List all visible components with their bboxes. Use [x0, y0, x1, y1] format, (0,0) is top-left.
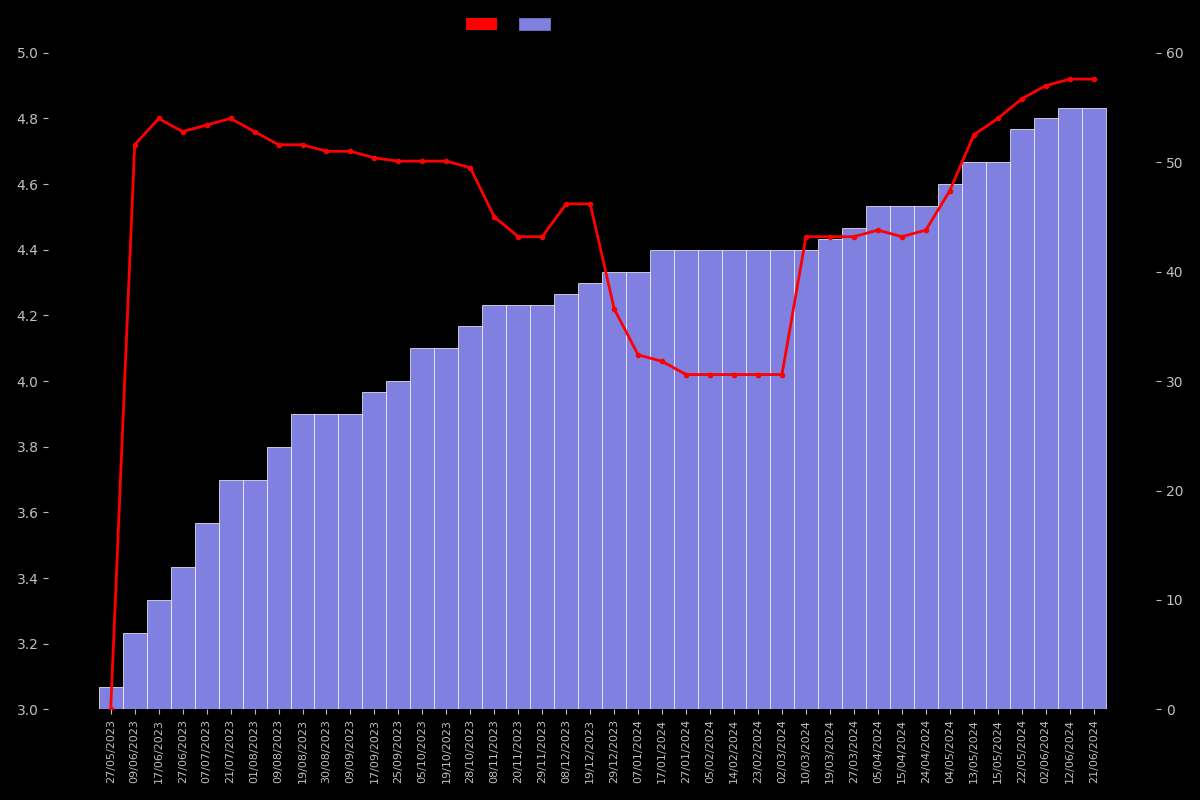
Bar [290, 414, 314, 710]
Bar [602, 272, 626, 710]
Bar [194, 523, 218, 710]
Bar [410, 348, 434, 710]
Bar [146, 600, 170, 710]
Bar [938, 184, 961, 710]
Bar [770, 250, 794, 710]
Bar [530, 305, 554, 710]
Bar [386, 381, 410, 710]
Bar [506, 305, 530, 710]
Bar [722, 250, 746, 710]
Bar [362, 392, 386, 710]
Bar [554, 294, 578, 710]
Bar [698, 250, 722, 710]
Bar [434, 348, 458, 710]
Bar [985, 162, 1009, 710]
Legend: , : , [462, 14, 565, 36]
Bar [314, 414, 338, 710]
Bar [98, 687, 122, 710]
Bar [650, 250, 674, 710]
Bar [674, 250, 698, 710]
Bar [866, 206, 890, 710]
Bar [458, 326, 482, 710]
Bar [242, 479, 266, 710]
Bar [818, 239, 842, 710]
Bar [1057, 107, 1081, 710]
Bar [1033, 118, 1057, 710]
Bar [218, 479, 242, 710]
Bar [961, 162, 985, 710]
Bar [890, 206, 914, 710]
Bar [338, 414, 362, 710]
Bar [914, 206, 938, 710]
Bar [482, 305, 506, 710]
Bar [266, 446, 290, 710]
Bar [794, 250, 818, 710]
Bar [578, 282, 602, 710]
Bar [842, 228, 866, 710]
Bar [170, 567, 194, 710]
Bar [746, 250, 770, 710]
Bar [1081, 107, 1105, 710]
Bar [626, 272, 650, 710]
Bar [1009, 130, 1033, 710]
Bar [122, 633, 146, 710]
